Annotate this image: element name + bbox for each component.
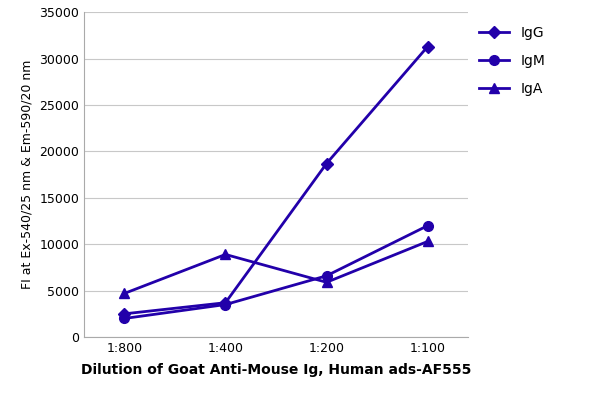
Line: IgG: IgG	[120, 42, 432, 318]
IgA	[121, 291, 128, 296]
Line: IgM: IgM	[119, 221, 433, 323]
IgG	[424, 44, 431, 49]
Legend: IgG, IgM, IgA: IgG, IgM, IgA	[479, 26, 545, 95]
Line: IgA: IgA	[119, 237, 433, 298]
IgA	[323, 280, 330, 285]
Y-axis label: FI at Ex-540/25 nm & Em-590/20 nm: FI at Ex-540/25 nm & Em-590/20 nm	[21, 60, 34, 289]
IgA	[222, 252, 229, 257]
IgA	[424, 239, 431, 244]
IgM	[323, 273, 330, 278]
IgG	[222, 300, 229, 305]
X-axis label: Dilution of Goat Anti-Mouse Ig, Human ads-AF555: Dilution of Goat Anti-Mouse Ig, Human ad…	[81, 363, 471, 377]
IgG	[121, 312, 128, 316]
IgM	[121, 316, 128, 321]
IgM	[222, 302, 229, 307]
IgM	[424, 223, 431, 228]
IgG	[323, 161, 330, 166]
